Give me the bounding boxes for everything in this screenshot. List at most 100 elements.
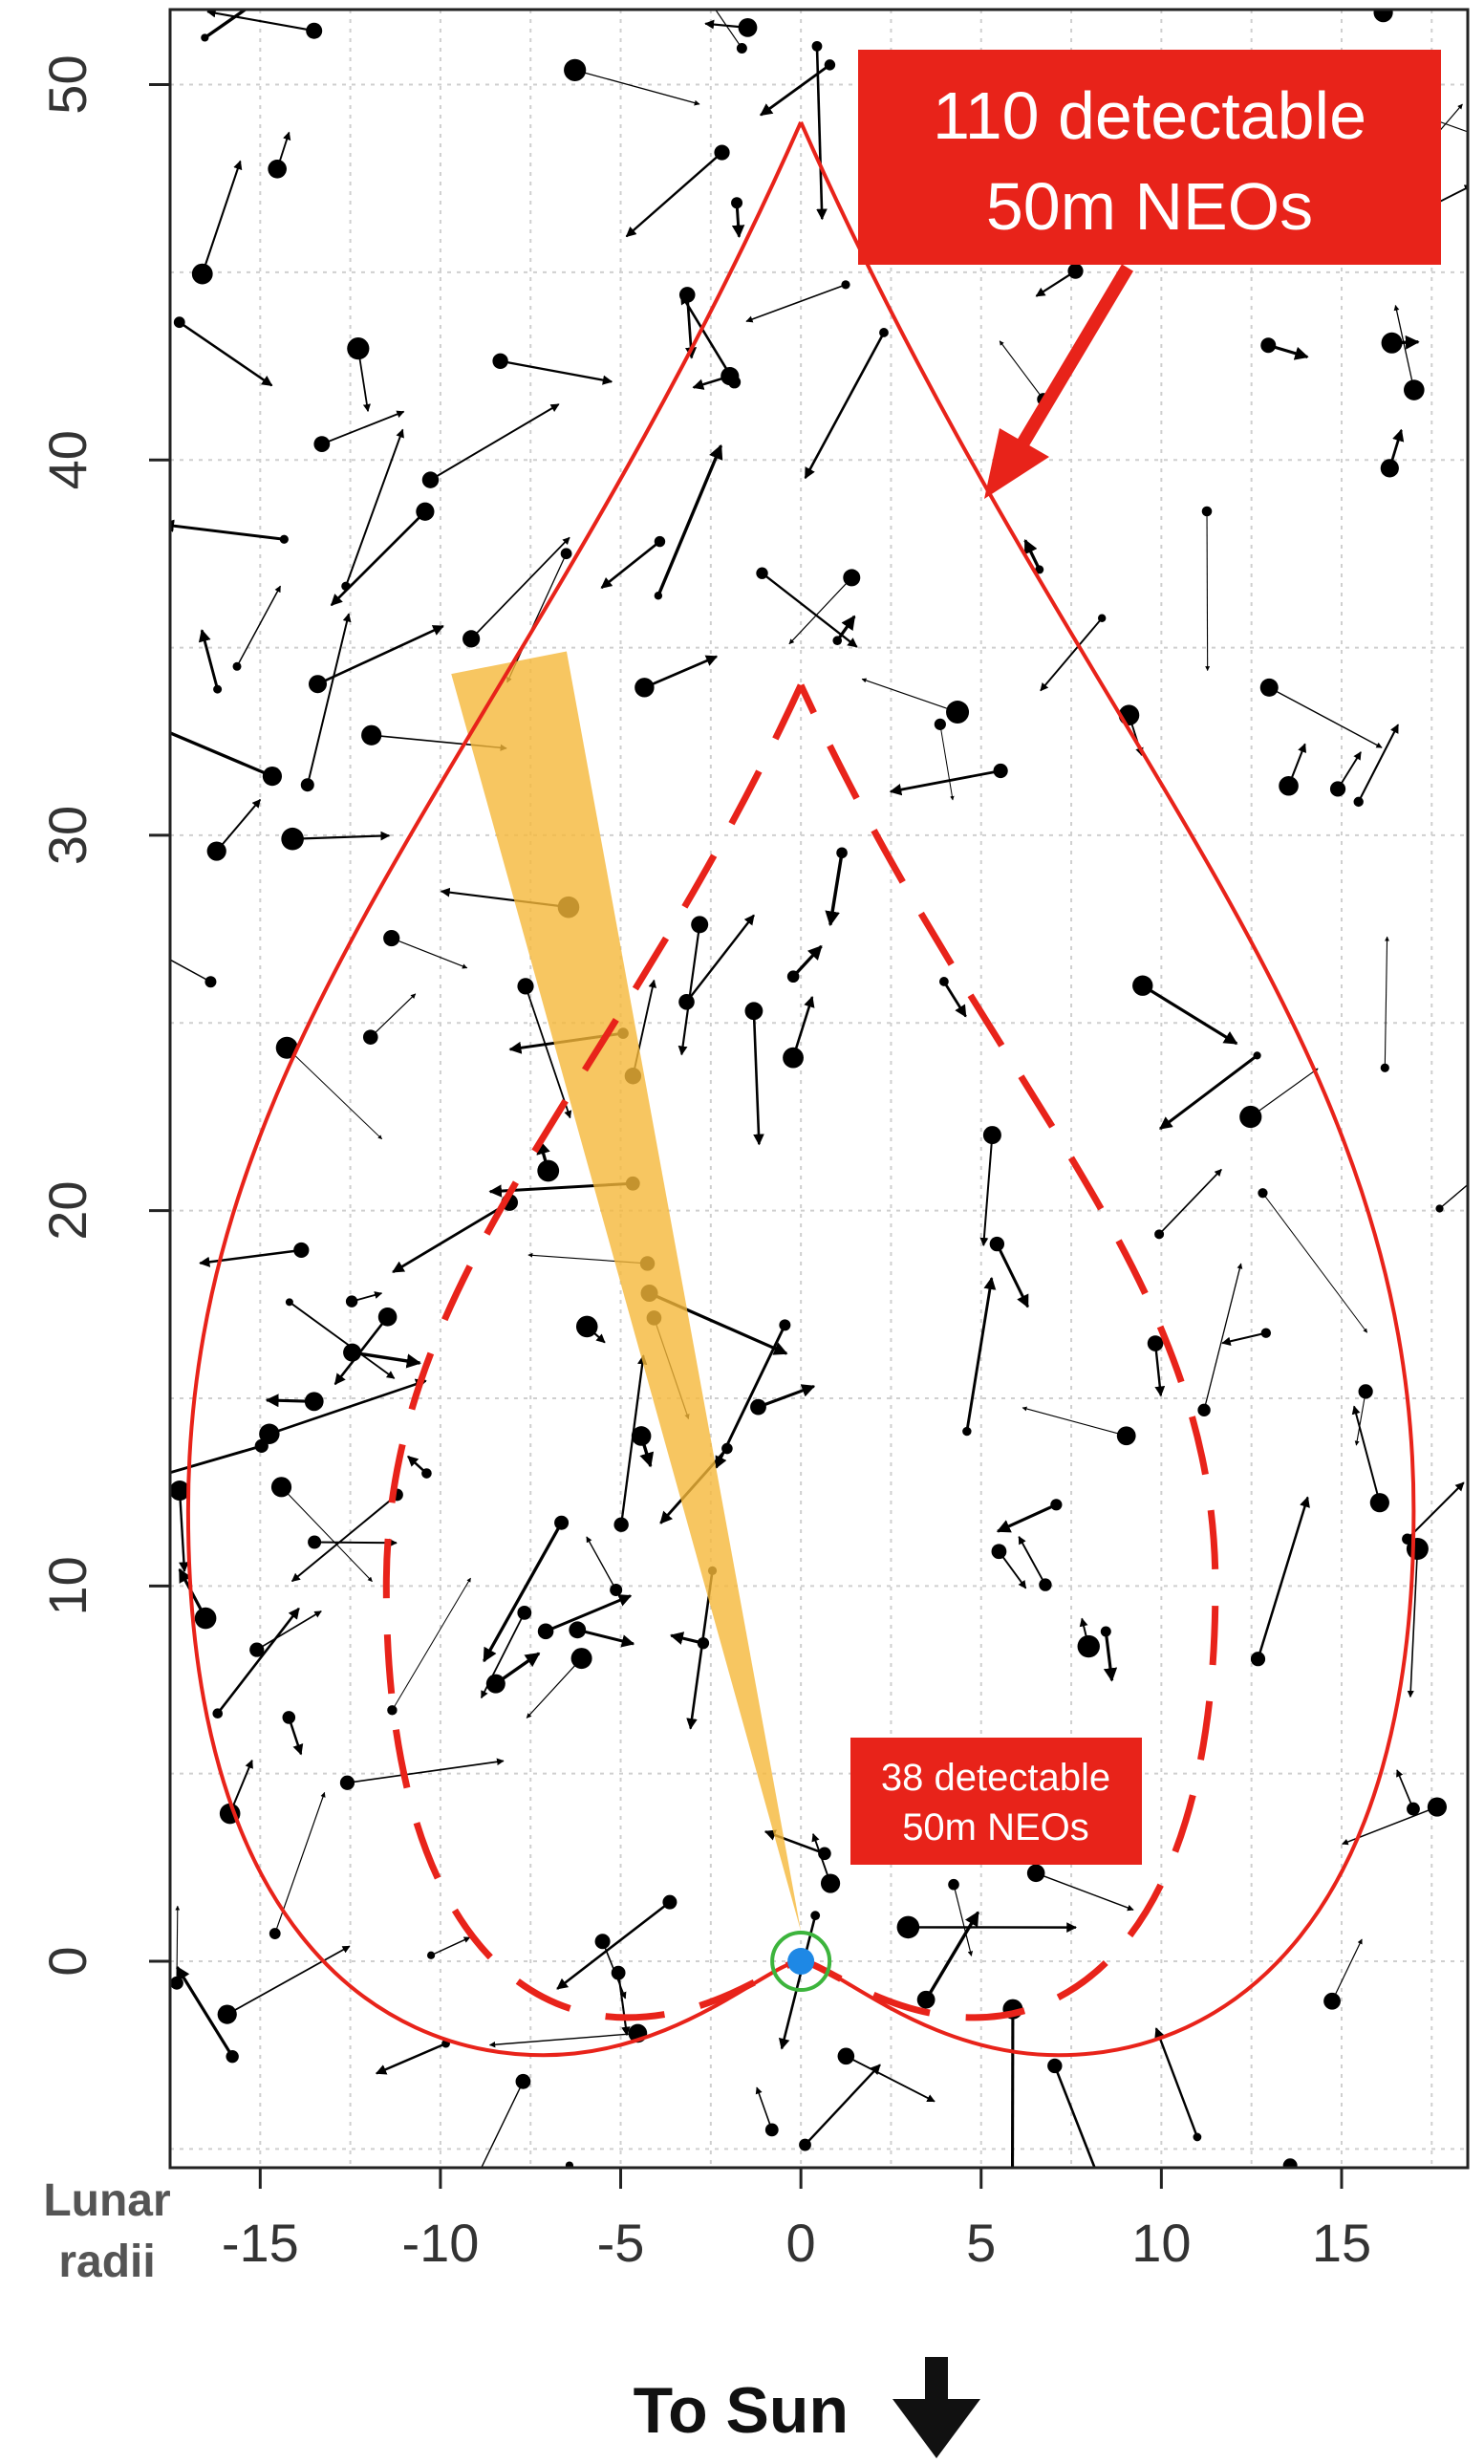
neo-point: [634, 678, 655, 698]
neo-motion-vector: [1268, 686, 1383, 748]
neo-point: [570, 1648, 592, 1670]
neo-motion-vector: [995, 1243, 1029, 1308]
neo-point: [249, 1642, 265, 1657]
neo-point: [347, 337, 370, 360]
neo-motion-vector: [391, 938, 468, 969]
neo-motion-vector: [1040, 617, 1103, 692]
neo-motion-vector: [1103, 1631, 1118, 1682]
neo-motion-vector: [1250, 1068, 1319, 1118]
neo-point: [1407, 1802, 1420, 1816]
neo-point: [631, 1426, 652, 1446]
x-tick-label: 10: [1131, 2213, 1191, 2273]
neo-point: [678, 993, 695, 1010]
neo-motion-vector: [745, 284, 847, 323]
neo-point: [1201, 506, 1213, 517]
neo-point: [824, 59, 836, 71]
neo-motion-vector: [236, 585, 282, 667]
neo-point: [1260, 1328, 1272, 1338]
neo-motion-vector: [1221, 1331, 1267, 1346]
neo-point: [837, 2047, 855, 2065]
neo-motion-vector: [500, 359, 613, 385]
neo-motion-vector: [1407, 1548, 1419, 1698]
callout-box-small: [850, 1738, 1142, 1865]
neo-motion-vector: [321, 410, 405, 445]
x-axis-unit-line2: radii: [58, 2237, 155, 2287]
neo-point: [783, 1047, 804, 1069]
neo-point: [896, 1915, 920, 1939]
neo-motion-vector: [1035, 1872, 1134, 1912]
neo-motion-vector: [656, 443, 723, 596]
neo-point: [1147, 1335, 1164, 1351]
neo-point: [485, 1674, 505, 1694]
neo-point: [1404, 379, 1425, 400]
neo-point: [1154, 1229, 1165, 1240]
neo-motion-vector: [804, 2064, 881, 2146]
neo-motion-vector: [677, 924, 701, 1056]
neo-point: [779, 1319, 791, 1331]
neo-point: [517, 1605, 532, 1620]
neo-point: [610, 1583, 623, 1596]
neo-point: [1050, 1499, 1063, 1511]
neo-point: [879, 328, 889, 337]
neo-point: [820, 1873, 841, 1893]
neo-point: [300, 778, 314, 792]
neo-motion-vector: [617, 1973, 631, 2037]
neo-motion-vector: [333, 1316, 389, 1386]
neo-motion-vector: [170, 1444, 263, 1475]
neo-point: [1282, 2158, 1298, 2168]
neo-point: [1250, 1652, 1266, 1667]
neo-point: [938, 977, 949, 986]
neo-motion-vector: [778, 1914, 817, 2050]
neo-point: [1197, 1403, 1211, 1417]
neo-point: [1358, 1384, 1373, 1399]
neo-point: [836, 847, 848, 859]
neo-point: [345, 1295, 358, 1308]
neo-motion-vector: [600, 540, 661, 590]
neo-motion-vector: [924, 1911, 980, 2001]
neo-point: [691, 916, 709, 934]
neo-motion-vector: [1035, 270, 1077, 297]
neo-motion-vector: [715, 1324, 786, 1469]
neo-point: [212, 1708, 224, 1719]
y-tick-label: 50: [37, 54, 97, 114]
neo-point: [1380, 1063, 1389, 1072]
neo-motion-vector: [330, 510, 426, 607]
neo-point: [832, 636, 843, 646]
neo-motion-vector: [825, 852, 844, 927]
neo-point: [339, 1775, 355, 1790]
neo-motion-vector: [625, 151, 723, 238]
neo-point: [279, 534, 289, 544]
neo-motion-vector: [835, 615, 856, 642]
neo-motion-vector: [757, 1384, 816, 1409]
neo-population: [170, 10, 1468, 2168]
inner-contour-callout: 38 detectable 50m NEOs: [850, 1738, 1142, 1865]
neo-motion-vector: [679, 292, 736, 383]
neo-point: [1047, 2058, 1063, 2074]
neo-point: [304, 1392, 324, 1412]
neo-point: [1381, 332, 1403, 354]
neo-motion-vector: [574, 69, 700, 106]
neo-point: [565, 2161, 574, 2168]
neo-point: [194, 1607, 217, 1630]
neo-motion-vector: [545, 1594, 633, 1633]
neo-motion-vector: [179, 321, 273, 387]
neo-point: [764, 2123, 779, 2137]
neo-motion-vector: [347, 1758, 505, 1784]
neo-motion-vector: [198, 629, 220, 690]
down-arrow-icon: [925, 2357, 948, 2407]
neo-motion-vector: [430, 1936, 471, 1956]
neo-motion-vector: [755, 2086, 773, 2130]
outer-contour-callout: 110 detectable 50m NEOs: [858, 50, 1441, 499]
neo-point: [662, 1894, 677, 1910]
neo-point: [843, 569, 861, 587]
neo-point: [727, 376, 742, 389]
neo-motion-vector: [292, 831, 391, 841]
y-tick-label: 30: [37, 806, 97, 865]
neo-motion-vector: [289, 1301, 396, 1379]
neo-motion-vector: [204, 10, 248, 39]
callout-box-large: [858, 50, 1441, 265]
neo-motion-vector: [1257, 1496, 1310, 1660]
x-tick-label: -15: [222, 2213, 299, 2273]
x-tick-label: 0: [786, 2213, 816, 2273]
